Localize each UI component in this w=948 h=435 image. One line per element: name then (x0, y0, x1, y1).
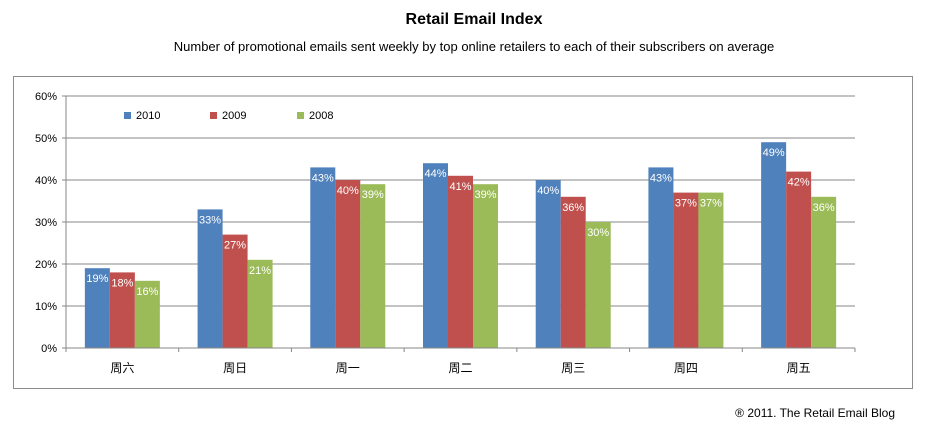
x-tick-label: 周一 (336, 361, 360, 375)
bar-2010 (423, 163, 448, 348)
bar-2010 (84, 268, 110, 348)
data-label: 18% (111, 277, 133, 289)
x-tick-label: 周二 (448, 361, 472, 375)
data-label: 40% (337, 185, 359, 197)
y-tick-label: 50% (35, 133, 57, 145)
x-tick-label: 周四 (674, 361, 698, 375)
data-label: 41% (449, 181, 471, 193)
bar-2008 (473, 184, 498, 348)
bar-2009 (222, 234, 248, 348)
y-tick-label: 0% (41, 343, 57, 355)
bar-2008 (360, 184, 386, 348)
bar-2008 (247, 259, 273, 348)
data-label: 36% (562, 202, 584, 214)
bar-chart: 0% 10% 20% 30% 40% 50% 60% 19% 18%16% 周六 33% 27% 21%… (35, 91, 856, 375)
data-label: 39% (474, 189, 496, 201)
bar-2009 (673, 192, 699, 348)
bar-2010 (197, 209, 223, 348)
chart-title: Retail Email Index (405, 11, 543, 28)
bar-2008 (585, 222, 611, 348)
bar-2010 (310, 167, 336, 348)
copyright-text: ® 2011. The Retail Email Blog (735, 406, 895, 420)
data-label: 16% (136, 286, 158, 298)
data-label: 39% (362, 189, 384, 201)
data-label: 40% (537, 185, 559, 197)
data-label: 44% (424, 168, 446, 180)
x-tick-label: 周日 (223, 361, 247, 375)
legend-label-2010: 2010 (136, 110, 160, 122)
bar-2008 (811, 196, 837, 348)
y-tick-label: 20% (35, 259, 57, 271)
data-label: 49% (763, 147, 785, 159)
x-tick-label: 周六 (110, 361, 134, 375)
bar-2009 (560, 196, 586, 348)
legend-label-2009: 2009 (222, 110, 246, 122)
legend-swatch-2008 (297, 112, 304, 119)
bar-2010 (648, 167, 674, 348)
data-label: 21% (249, 265, 271, 277)
data-label: 30% (587, 227, 609, 239)
chart-subtitle: Number of promotional emails sent weekly… (173, 39, 775, 54)
y-tick-label: 10% (35, 301, 57, 313)
data-label: 27% (224, 240, 246, 252)
bar-2008 (134, 280, 160, 348)
bar-2010 (535, 180, 561, 348)
data-label: 37% (700, 198, 722, 210)
y-tick-label: 60% (35, 91, 57, 103)
bar-2010 (761, 142, 787, 348)
data-label: 43% (312, 172, 334, 184)
bar-2009 (109, 272, 135, 348)
legend-label-2008: 2008 (309, 110, 333, 122)
legend-swatch-2009 (210, 112, 217, 119)
bar-2009 (448, 175, 473, 348)
x-tick-label: 周三 (561, 361, 585, 375)
y-tick-label: 40% (35, 175, 57, 187)
data-label: 42% (788, 177, 810, 189)
data-label: 36% (813, 202, 835, 214)
data-label: 19% (86, 273, 108, 285)
data-label: 43% (650, 172, 672, 184)
data-label: 37% (675, 198, 697, 210)
legend-swatch-2010 (124, 112, 131, 119)
data-label: 33% (199, 214, 221, 226)
bar-2009 (335, 180, 361, 348)
bar-2008 (698, 192, 724, 348)
x-tick-label: 周五 (787, 361, 811, 375)
bar-2009 (786, 171, 812, 348)
y-tick-label: 30% (35, 217, 57, 229)
